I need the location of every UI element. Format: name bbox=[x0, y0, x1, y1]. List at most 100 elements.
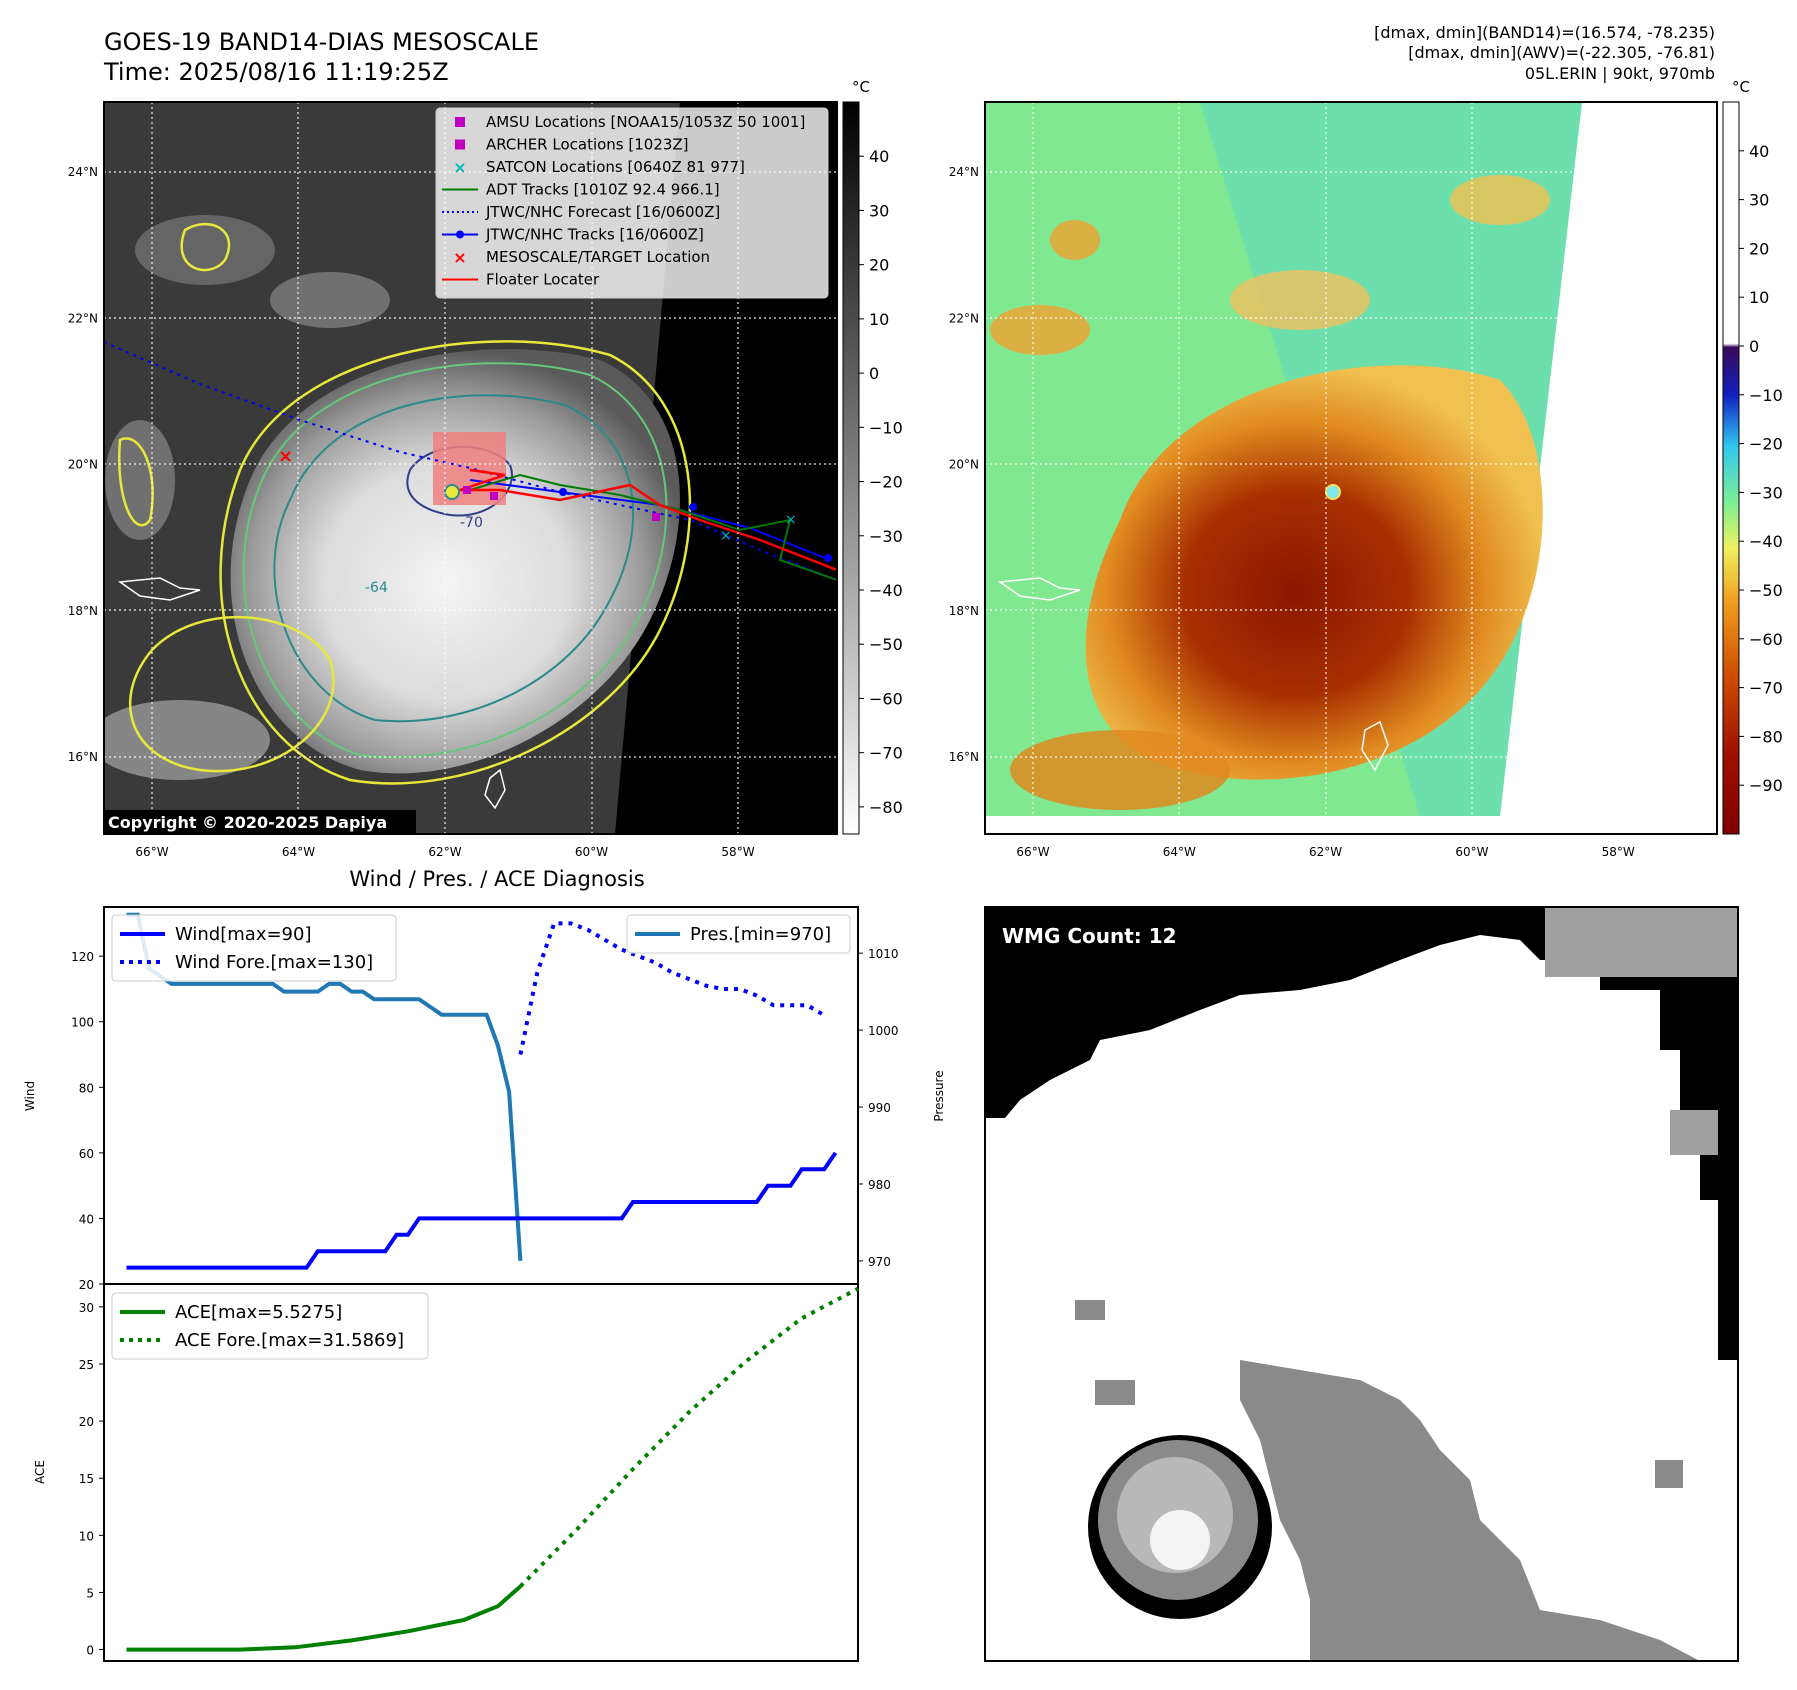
ace-ylabel: ACE bbox=[33, 1460, 47, 1484]
lat-tick-label: 24°N bbox=[949, 165, 979, 179]
wind-line bbox=[126, 1151, 838, 1270]
colorbar-tick-label: 40 bbox=[1749, 142, 1769, 161]
contour-label-70: -70 bbox=[460, 515, 483, 531]
map1-contour-yellow bbox=[180, 222, 231, 272]
colorbar-tick-label: 30 bbox=[869, 201, 889, 220]
satcon-location-marker: × bbox=[720, 528, 732, 544]
title-line-2: Time: 2025/08/16 11:19:25Z bbox=[103, 58, 449, 86]
gray-colorbar-unit: °C bbox=[852, 78, 870, 96]
adt-track bbox=[469, 473, 837, 581]
satcon-location-marker: × bbox=[785, 512, 797, 528]
y-tick-label: 30 bbox=[79, 1301, 94, 1315]
wind-ylabel: Wind bbox=[23, 1081, 37, 1111]
color-colorbar-unit: °C bbox=[1732, 78, 1750, 96]
wmg-frame bbox=[984, 906, 1739, 1662]
pressure-ylabel: Pressure bbox=[932, 1070, 946, 1121]
wind-forecast-line bbox=[518, 921, 826, 1055]
pressure-line bbox=[126, 912, 523, 1262]
archer-location-marker bbox=[652, 513, 660, 521]
wmg-black-region bbox=[985, 907, 1738, 1360]
ir-color-map: 66°W 64°W 62°W 60°W 58°W 24°N 22°N 20°N 18°N 16°… bbox=[949, 101, 1718, 859]
map-legend-label: Floater Locater bbox=[486, 271, 600, 289]
map1-contour-green bbox=[242, 362, 668, 759]
colorbar-tick-label: 20 bbox=[1749, 239, 1769, 258]
ace-legend: ACE[max=5.5275] ACE Fore.[max=31.5869] bbox=[111, 1292, 429, 1360]
y-tick-label: 80 bbox=[79, 1081, 94, 1095]
wind-legend: Wind[max=90] Wind Fore.[max=130] bbox=[111, 914, 397, 982]
map-legend-item: × MESOSCALE/TARGET Location bbox=[453, 248, 710, 267]
legend-wind-fore-label: Wind Fore.[max=130] bbox=[175, 952, 373, 973]
colorbar-tick-label: −50 bbox=[869, 635, 903, 654]
colorbar-tick-label: −10 bbox=[1749, 386, 1783, 405]
map-legend-marker-dot bbox=[456, 230, 464, 239]
colorbar-tick-label: −70 bbox=[869, 744, 903, 763]
gray-colorbar: °C 40 30 20 10 0 −10 −20 −30 −40 −50 −60 −70 −80 bbox=[842, 78, 903, 835]
map-legend-label: SATCON Locations [0640Z 81 977] bbox=[486, 158, 745, 176]
lon-tick-label: 58°W bbox=[1602, 845, 1635, 859]
map1-cloud-patch bbox=[105, 420, 175, 540]
lat-tick-label: 16°N bbox=[68, 750, 98, 764]
lat-tick-label: 18°N bbox=[949, 604, 979, 618]
y2-tick-label: 980 bbox=[868, 1178, 891, 1192]
legend-ace-fore-label: ACE Fore.[max=31.5869] bbox=[175, 1330, 404, 1351]
floater-locater-track bbox=[459, 468, 837, 572]
colorbar-tick-label: −60 bbox=[1749, 630, 1783, 649]
wmg-gray-band bbox=[1240, 1360, 1700, 1661]
ace-forecast-line bbox=[518, 1286, 859, 1588]
colorbar-tick-label: −60 bbox=[869, 689, 903, 708]
colorbar-tick-label: −20 bbox=[869, 473, 903, 492]
y2-tick-label: 970 bbox=[868, 1255, 891, 1269]
y-tick-label: 20 bbox=[79, 1278, 94, 1292]
map1-contour-yellow bbox=[128, 615, 335, 773]
storm-eye bbox=[444, 484, 460, 500]
colorbar-tick-label: −80 bbox=[869, 798, 903, 817]
info-line-3: 05L.ERIN | 90kt, 970mb bbox=[1525, 64, 1715, 83]
map-legend-item: AMSU Locations [NOAA15/1053Z 50 1001] bbox=[455, 113, 805, 131]
map2-island-coast bbox=[997, 577, 1081, 601]
wmg-gray-block bbox=[1075, 1300, 1105, 1320]
wmg-panel: WMG Count: 12 bbox=[984, 906, 1739, 1662]
diagnosis-title: Wind / Pres. / ACE Diagnosis bbox=[349, 867, 644, 891]
lon-tick-label: 64°W bbox=[282, 845, 315, 859]
map-legend-label: JTWC/NHC Tracks [16/0600Z] bbox=[485, 226, 704, 244]
map-legend-item: Floater Locater bbox=[442, 271, 600, 289]
map2-cloud-patch bbox=[1010, 730, 1230, 810]
wmg-gray-block bbox=[1655, 1460, 1683, 1488]
legend-ace-label: ACE[max=5.5275] bbox=[175, 1302, 342, 1323]
jtwc-track-point bbox=[824, 554, 832, 562]
map1-frame bbox=[103, 101, 838, 835]
colorbar-tick-label: −40 bbox=[869, 581, 903, 600]
map1-contour-yellow bbox=[219, 340, 692, 785]
map2-storm-eye bbox=[1325, 484, 1341, 500]
y-tick-label: 10 bbox=[79, 1529, 94, 1543]
jtwc-track-point bbox=[689, 503, 697, 511]
lon-tick-label: 60°W bbox=[1455, 845, 1488, 859]
map2-gridlines bbox=[985, 102, 1717, 834]
colorbar-tick-label: 10 bbox=[869, 310, 889, 329]
lat-tick-label: 20°N bbox=[68, 458, 98, 472]
lat-tick-label: 24°N bbox=[68, 165, 98, 179]
map1-storm-cloud bbox=[230, 349, 680, 774]
lon-tick-label: 58°W bbox=[721, 845, 754, 859]
lon-tick-label: 62°W bbox=[428, 845, 461, 859]
title-line-1: GOES-19 BAND14-DIAS MESOSCALE bbox=[104, 28, 539, 56]
map1-contour-teal bbox=[273, 394, 635, 723]
map-legend-marker: × bbox=[453, 158, 466, 177]
copyright-background bbox=[104, 810, 416, 834]
map1-island-coast bbox=[117, 577, 201, 601]
map2-frame bbox=[984, 101, 1718, 835]
map1-contour-yellow bbox=[118, 437, 154, 527]
colorbar-tick-label: 30 bbox=[1749, 191, 1769, 210]
ace-chart: ACE 0 5 10 15 20 25 30 ACE[max=5.5275] ACE For… bbox=[33, 1283, 859, 1662]
jtwc-track-point bbox=[559, 488, 567, 496]
map2-cloud-patch bbox=[1450, 175, 1550, 225]
wmg-gray-block bbox=[1670, 1110, 1718, 1155]
map-legend-item: × SATCON Locations [0640Z 81 977] bbox=[453, 158, 745, 177]
y2-tick-label: 1010 bbox=[868, 947, 899, 961]
lat-tick-label: 16°N bbox=[949, 750, 979, 764]
colorbar-tick-label: 0 bbox=[1749, 337, 1759, 356]
map-legend-item: ARCHER Locations [1023Z] bbox=[455, 136, 689, 154]
ace-line bbox=[126, 1584, 522, 1652]
contour-label-64: -64 bbox=[365, 580, 388, 596]
legend-wind-label: Wind[max=90] bbox=[175, 924, 312, 945]
